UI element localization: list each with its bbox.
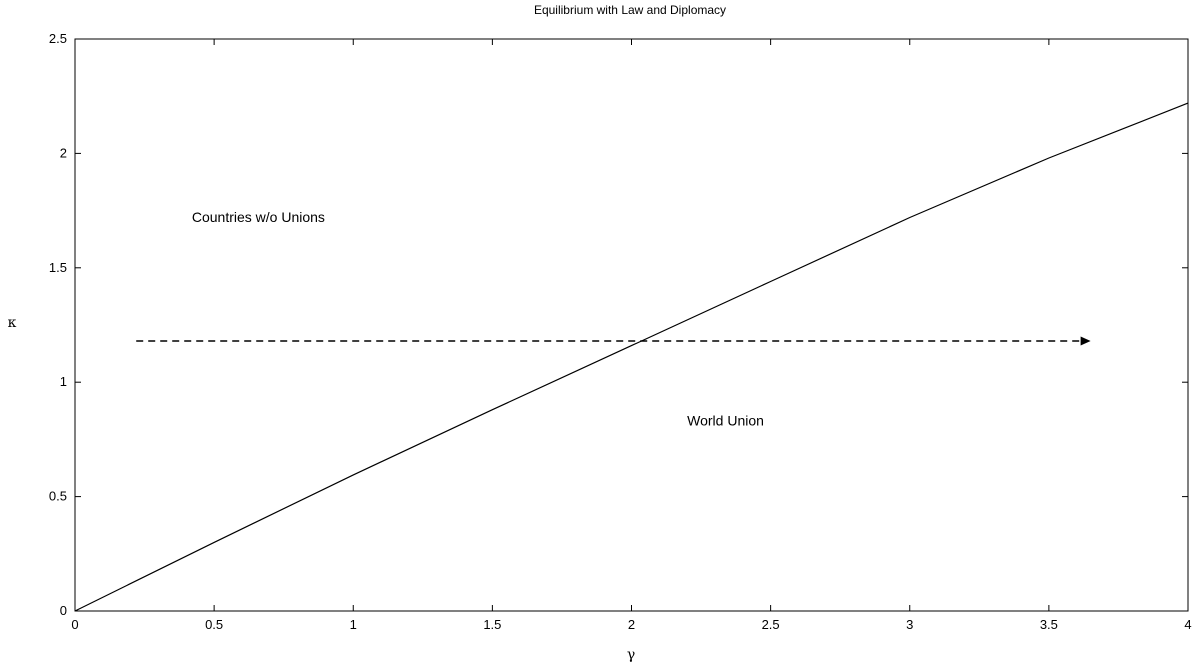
x-axis-label: γ: [627, 647, 635, 663]
x-tick-label: 1.5: [483, 617, 501, 632]
x-tick-label: 4: [1184, 617, 1191, 632]
annotation-world-union: World Union: [687, 413, 764, 429]
x-tick-label: 0: [71, 617, 78, 632]
x-tick-label: 2: [628, 617, 635, 632]
x-tick-label: 1: [350, 617, 357, 632]
y-tick-label: 1: [60, 374, 67, 389]
y-tick-label: 2.5: [49, 31, 67, 46]
chart-title: Equilibrium with Law and Diplomacy: [534, 3, 726, 17]
y-tick-label: 0.5: [49, 489, 67, 504]
y-tick-label: 1.5: [49, 260, 67, 275]
y-tick-label: 2: [60, 145, 67, 160]
x-axis-ticks: 0 0.5 1 1.5 2 2.5 3 3.5 4: [71, 39, 1192, 632]
x-tick-label: 3: [906, 617, 913, 632]
boundary-line: [74, 102, 1189, 612]
plot-frame: [74, 38, 1189, 612]
x-tick-label: 3.5: [1040, 617, 1058, 632]
y-axis-label: κ: [8, 315, 17, 331]
y-tick-label: 0: [60, 603, 67, 618]
annotation-countries-without-unions: Countries w/o Unions: [192, 209, 325, 225]
x-tick-label: 0.5: [205, 617, 223, 632]
x-tick-label: 2.5: [762, 617, 780, 632]
y-axis-ticks: 0 0.5 1 1.5 2 2.5: [49, 31, 1188, 618]
arrow-head: [1080, 336, 1091, 346]
